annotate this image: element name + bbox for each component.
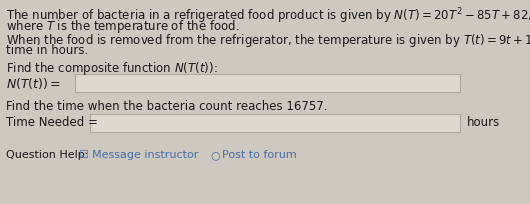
FancyBboxPatch shape: [75, 74, 460, 92]
Text: Time Needed =: Time Needed =: [6, 116, 98, 129]
Text: Message instructor: Message instructor: [92, 150, 198, 160]
Text: When the food is removed from the refrigerator, the temperature is given by $T(t: When the food is removed from the refrig…: [6, 32, 530, 49]
Text: time in hours.: time in hours.: [6, 44, 89, 57]
FancyBboxPatch shape: [90, 114, 460, 132]
Text: Find the time when the bacteria count reaches 16757.: Find the time when the bacteria count re…: [6, 100, 328, 113]
Text: ○: ○: [210, 150, 220, 160]
Text: Find the composite function $N(T(t))$:: Find the composite function $N(T(t))$:: [6, 60, 218, 77]
Text: Question Help:: Question Help:: [6, 150, 92, 160]
Text: The number of bacteria in a refrigerated food product is given by $N(T) = 20T^2 : The number of bacteria in a refrigerated…: [6, 6, 530, 26]
Text: where $T$ is the temperature of the food.: where $T$ is the temperature of the food…: [6, 18, 240, 35]
Text: hours: hours: [467, 116, 500, 129]
Text: $N(T(t)) =$: $N(T(t)) =$: [6, 76, 61, 91]
Text: Post to forum: Post to forum: [222, 150, 297, 160]
Text: ☑: ☑: [78, 150, 88, 160]
